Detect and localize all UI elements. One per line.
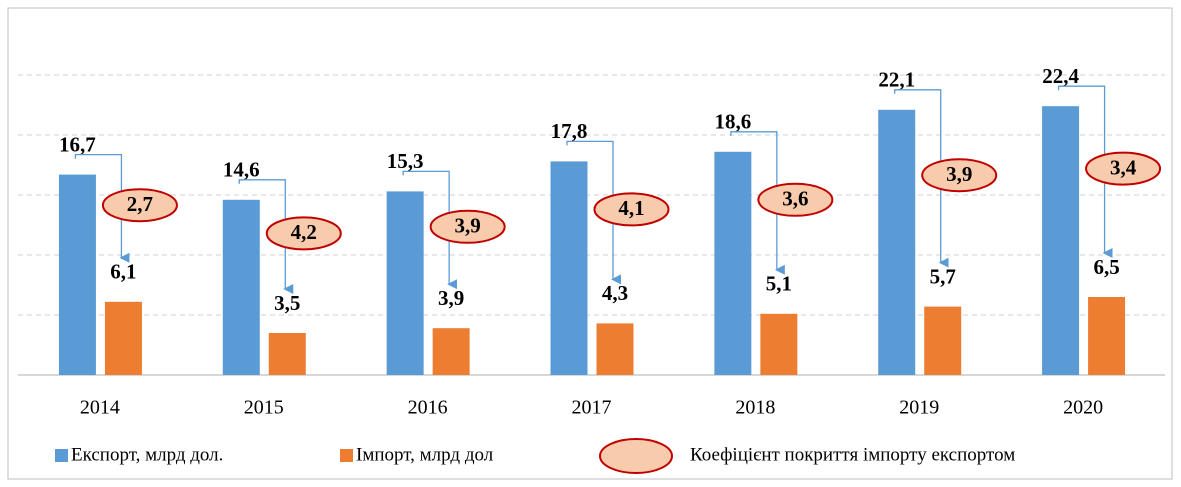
export-bar [222, 199, 260, 375]
import-bar [432, 328, 470, 375]
export-bar [1042, 106, 1080, 375]
import-label: 5,7 [930, 264, 956, 288]
export-bar [878, 109, 916, 376]
export-label: 22,4 [1042, 64, 1079, 88]
coverage-ellipse [593, 192, 670, 227]
x-tick-label: 2016 [408, 397, 448, 419]
x-tick-label: 2020 [1063, 397, 1103, 419]
legend-label: Коефіцієнт покриття імпорту експортом [690, 444, 1015, 465]
import-bar [924, 306, 962, 375]
import-bar [760, 313, 798, 375]
import-bar [1088, 297, 1126, 375]
coverage-label: 4,1 [618, 196, 644, 220]
import-label: 6,1 [110, 260, 136, 284]
coverage-ellipse [921, 158, 998, 193]
chart-border [7, 7, 1173, 480]
import-bar [104, 301, 142, 375]
coverage-ellipse [101, 188, 178, 223]
import-bar [268, 333, 306, 375]
export-label: 22,1 [878, 68, 915, 92]
legend-swatch [599, 438, 673, 474]
legend-swatch [55, 449, 68, 462]
import-label: 6,5 [1093, 255, 1119, 279]
coverage-label: 4,2 [291, 220, 317, 244]
coverage-label: 3,4 [1110, 155, 1137, 179]
import-label: 3,9 [438, 286, 464, 310]
coverage-label: 2,7 [127, 192, 153, 216]
coverage-ellipse [429, 209, 506, 244]
coverage-label: 3,9 [946, 162, 972, 186]
x-tick-label: 2014 [80, 397, 120, 419]
x-tick-label: 2015 [244, 397, 284, 419]
coverage-ellipse [757, 182, 834, 217]
export-label: 17,8 [551, 119, 588, 143]
x-tick-label: 2018 [735, 397, 775, 419]
legend-swatch [340, 449, 353, 462]
export-bar [58, 174, 96, 375]
x-tick-label: 2017 [572, 397, 612, 419]
x-tick-label: 2019 [899, 397, 939, 419]
export-label: 16,7 [59, 132, 96, 156]
coverage-ellipse [1085, 151, 1162, 186]
coverage-label: 3,6 [782, 187, 808, 211]
export-label: 15,3 [387, 149, 424, 173]
export-bar [550, 161, 588, 375]
legend-label: Експорт, млрд дол. [71, 444, 223, 465]
export-bar [386, 191, 424, 375]
legend-label: Імпорт, млрд дол [356, 444, 494, 465]
import-label: 3,5 [274, 291, 300, 315]
coverage-ellipse [265, 216, 342, 251]
export-label: 14,6 [223, 158, 260, 182]
import-bar [596, 323, 634, 375]
import-label: 5,1 [766, 272, 792, 296]
coverage-label: 3,9 [455, 214, 481, 238]
export-label: 18,6 [714, 110, 751, 134]
export-bar [714, 151, 752, 375]
import-label: 4,3 [602, 281, 628, 305]
